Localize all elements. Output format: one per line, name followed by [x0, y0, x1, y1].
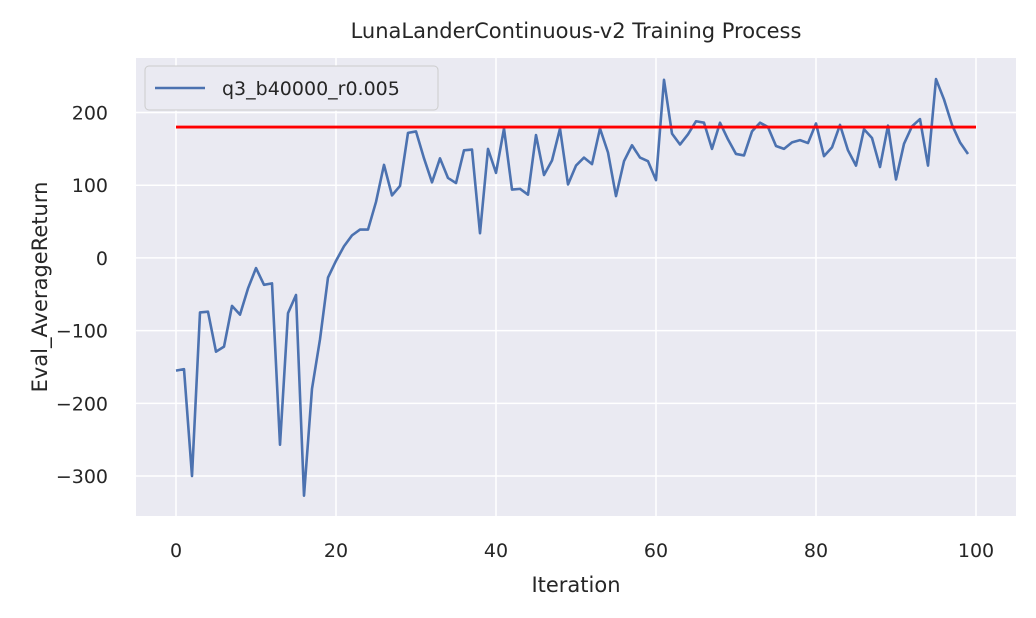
- y-tick-label: 0: [96, 248, 108, 270]
- y-tick-label: 100: [72, 175, 108, 197]
- x-tick-label: 0: [170, 540, 182, 562]
- y-tick-label: −200: [56, 393, 108, 415]
- y-tick-label: 200: [72, 103, 108, 125]
- y-tick-label: −300: [56, 466, 108, 488]
- y-tick-label: −100: [56, 321, 108, 343]
- x-tick-label: 60: [644, 540, 668, 562]
- chart-title: LunaLanderContinuous-v2 Training Process: [351, 19, 802, 43]
- series-layer: [175, 77, 976, 497]
- x-tick-label: 100: [958, 540, 994, 562]
- y-axis-title: Eval_AverageReturn: [28, 182, 53, 393]
- x-tick-label: 20: [324, 540, 348, 562]
- legend: q3_b40000_r0.005: [144, 65, 439, 111]
- legend-box: [144, 65, 439, 111]
- tick-labels: 0 20 40 60 80 100 200 100 0 −100 −200 −300: [56, 103, 994, 562]
- series-line-return: [175, 77, 970, 497]
- legend-label: q3_b40000_r0.005: [222, 78, 400, 100]
- x-tick-label: 40: [484, 540, 508, 562]
- grid: [136, 58, 1016, 516]
- x-axis-title: Iteration: [531, 573, 620, 597]
- x-tick-label: 80: [804, 540, 828, 562]
